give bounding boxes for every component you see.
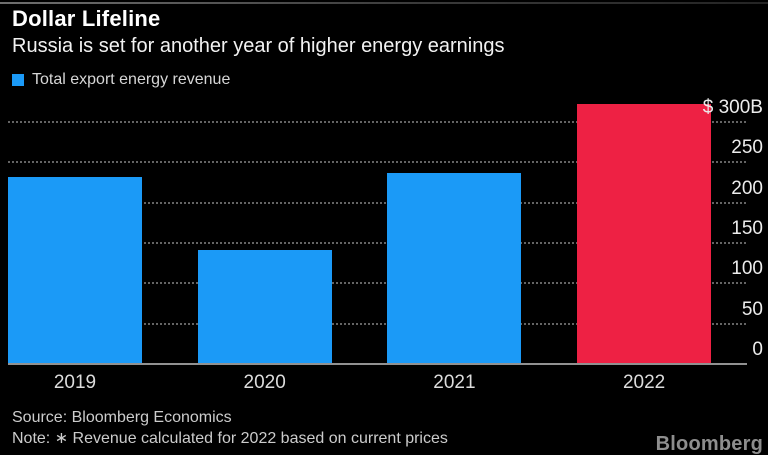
plot-area: 0 50 100 150 200 250 $ 300B 2019 2020 2021 2022 [8,97,763,393]
legend: Total export energy revenue [12,71,230,89]
gridline-300 [8,121,747,123]
chart-subtitle: Russia is set for another year of higher… [12,35,505,57]
y-tick-label-250: 250 [731,137,763,159]
gridline-200 [8,201,747,204]
y-tick-label-50: 50 [741,298,763,320]
x-axis-label-2021: 2021 [433,372,476,393]
y-tick-label-300: $ 300B [702,97,763,118]
legend-swatch-icon [12,74,24,86]
legend-label: Total export energy revenue [32,71,231,88]
bar-2021 [387,173,522,363]
top-hairline [0,2,768,4]
y-tick-label-0: 0 [752,339,763,360]
bar-2019 [8,177,142,363]
x-axis-line [8,363,747,365]
gridline-250 [8,161,747,164]
x-axis-label-2022: 2022 [622,372,666,393]
y-tick-label-100: 100 [731,258,763,280]
bloomberg-logo: Bloomberg [655,433,763,455]
gridline-100 [8,282,747,285]
chart-title: Dollar Lifeline [12,6,161,31]
gridline-50 [8,322,747,325]
x-axis-label-2020: 2020 [243,372,286,393]
bar-2022 [577,104,712,363]
x-axis-label-2019: 2019 [53,372,97,393]
source-note: Source: Bloomberg Economics [12,409,232,426]
footnote: Note: ∗ Revenue calculated for 2022 base… [12,430,448,447]
y-tick-label-150: 150 [731,218,763,239]
y-tick-label-200: 200 [731,177,763,199]
bar-2020 [197,250,332,363]
gridline-150 [8,242,747,244]
